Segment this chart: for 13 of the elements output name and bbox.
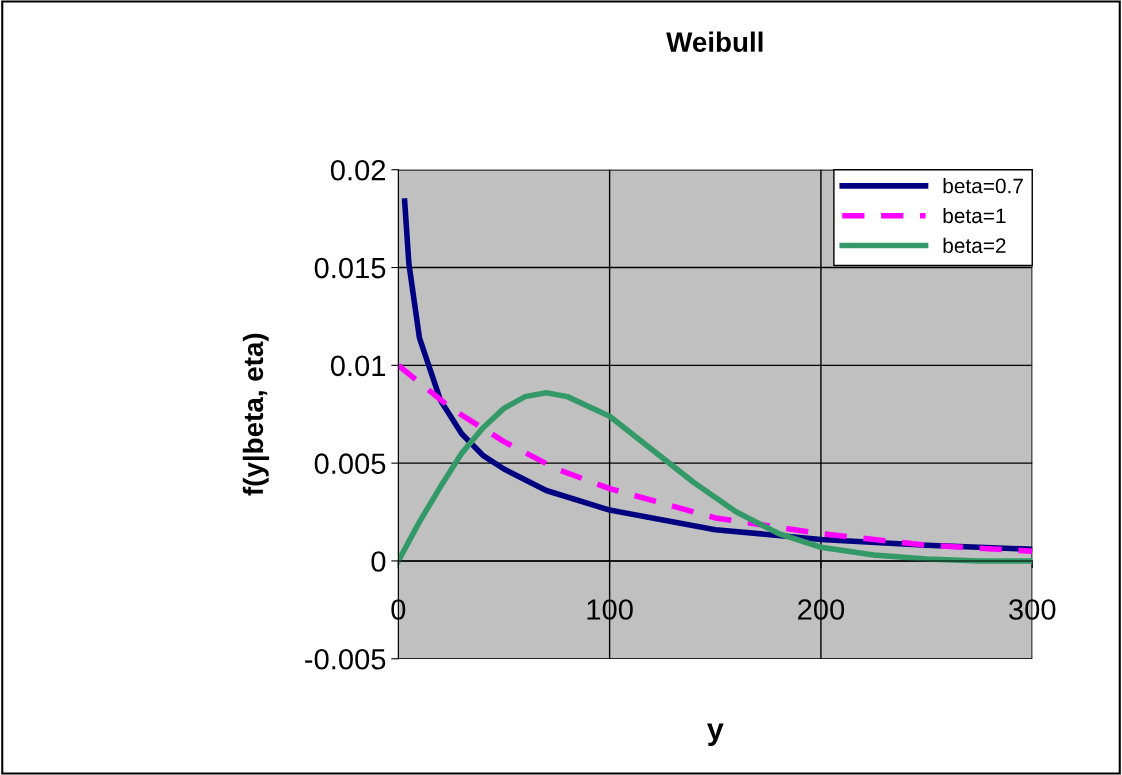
chart-title: Weibull <box>666 31 763 52</box>
legend-label: beta=0.7 <box>943 178 1023 194</box>
y-tick-label: 0.02 <box>330 159 386 181</box>
y-tick-label: 0.01 <box>330 355 386 377</box>
x-axis-title: y <box>707 723 724 746</box>
legend-label: beta=1 <box>943 207 1006 224</box>
legend-label: beta=2 <box>943 237 1006 254</box>
y-tick-label: 0.015 <box>314 257 386 279</box>
y-axis-title: f(y|beta, eta) <box>242 333 270 496</box>
y-tick-label: -0.005 <box>305 648 386 670</box>
y-tick-label: 0.005 <box>314 453 386 474</box>
y-tick-label: 0 <box>371 551 386 572</box>
x-tick-label: 300 <box>1009 599 1056 620</box>
